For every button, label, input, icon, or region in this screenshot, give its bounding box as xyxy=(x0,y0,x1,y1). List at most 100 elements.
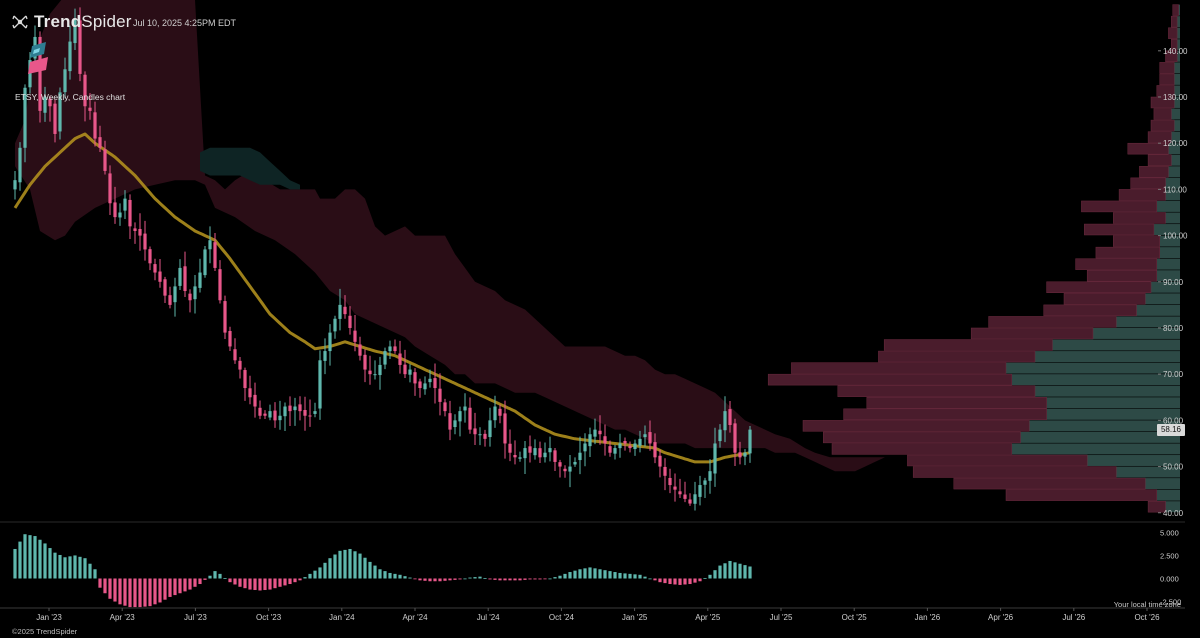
candle-body[interactable] xyxy=(663,466,667,476)
candle-body[interactable] xyxy=(393,346,397,352)
candle-body[interactable] xyxy=(13,180,17,190)
candle-body[interactable] xyxy=(553,450,557,462)
candle-body[interactable] xyxy=(313,411,317,414)
candle-body[interactable] xyxy=(183,266,187,292)
timezone-label[interactable]: Your local time zone xyxy=(1113,600,1181,609)
candle-body[interactable] xyxy=(388,346,392,352)
candle-body[interactable] xyxy=(123,198,127,211)
candle-body[interactable] xyxy=(218,269,222,301)
candle-body[interactable] xyxy=(193,286,197,300)
candle-body[interactable] xyxy=(323,351,327,361)
candle-body[interactable] xyxy=(18,147,22,183)
candle-body[interactable] xyxy=(573,461,577,465)
candle-body[interactable] xyxy=(533,448,537,456)
candle-body[interactable] xyxy=(653,442,657,458)
candle-body[interactable] xyxy=(143,233,147,250)
candle-body[interactable] xyxy=(643,434,647,438)
candle-body[interactable] xyxy=(508,443,512,453)
candle-body[interactable] xyxy=(298,404,302,412)
candle-body[interactable] xyxy=(593,429,597,437)
candle-body[interactable] xyxy=(223,301,227,333)
candle-body[interactable] xyxy=(473,428,477,435)
candle-body[interactable] xyxy=(598,430,602,435)
candle-body[interactable] xyxy=(233,349,237,361)
candle-body[interactable] xyxy=(78,20,82,74)
candle-body[interactable] xyxy=(88,107,92,111)
candle-body[interactable] xyxy=(128,199,132,227)
candle-body[interactable] xyxy=(538,448,542,458)
candle-body[interactable] xyxy=(268,411,272,418)
candle-body[interactable] xyxy=(618,443,622,449)
candle-body[interactable] xyxy=(408,369,412,375)
candle-body[interactable] xyxy=(353,330,357,342)
candle-body[interactable] xyxy=(153,264,157,273)
candle-body[interactable] xyxy=(733,423,737,453)
candlestick-series[interactable] xyxy=(13,7,752,511)
candle-body[interactable] xyxy=(278,415,282,421)
candle-body[interactable] xyxy=(748,429,752,454)
candle-body[interactable] xyxy=(428,378,432,383)
candle-body[interactable] xyxy=(328,332,332,352)
candle-body[interactable] xyxy=(698,485,702,497)
candle-body[interactable] xyxy=(448,413,452,430)
candle-body[interactable] xyxy=(418,381,422,389)
candle-body[interactable] xyxy=(403,364,407,375)
candle-body[interactable] xyxy=(693,494,697,504)
candle-body[interactable] xyxy=(173,286,177,303)
candle-body[interactable] xyxy=(513,455,517,458)
candle-body[interactable] xyxy=(578,452,582,461)
candle-body[interactable] xyxy=(703,480,707,485)
candle-body[interactable] xyxy=(53,103,57,134)
candle-body[interactable] xyxy=(378,364,382,376)
price-axis[interactable]: 40.00 50.00 60.00 70.00 80.00 90.00 100.00 110.… xyxy=(1158,47,1188,518)
candle-body[interactable] xyxy=(108,173,112,204)
candle-body[interactable] xyxy=(683,494,687,499)
candle-body[interactable] xyxy=(73,18,77,44)
candle-body[interactable] xyxy=(523,448,527,459)
candle-body[interactable] xyxy=(453,420,457,428)
candle-body[interactable] xyxy=(103,149,107,171)
time-axis[interactable]: Jan '23 Apr '23 Jul '23 Oct '23 Jan '24 Apr '… xyxy=(36,608,1160,622)
candle-body[interactable] xyxy=(203,249,207,276)
candle-body[interactable] xyxy=(58,92,62,132)
candle-body[interactable] xyxy=(258,407,262,416)
candle-body[interactable] xyxy=(503,413,507,444)
candle-body[interactable] xyxy=(83,74,87,107)
candle-body[interactable] xyxy=(728,409,732,425)
candle-body[interactable] xyxy=(673,486,677,490)
candle-body[interactable] xyxy=(668,477,672,486)
candle-body[interactable] xyxy=(368,370,372,375)
candle-body[interactable] xyxy=(23,87,27,148)
candle-body[interactable] xyxy=(738,452,742,458)
candle-body[interactable] xyxy=(253,394,257,407)
candle-body[interactable] xyxy=(113,202,117,218)
candle-body[interactable] xyxy=(163,279,167,296)
candle-body[interactable] xyxy=(478,434,482,436)
candle-body[interactable] xyxy=(608,446,612,453)
candle-body[interactable] xyxy=(93,112,97,139)
candle-body[interactable] xyxy=(118,212,122,218)
candle-body[interactable] xyxy=(493,406,497,421)
candle-body[interactable] xyxy=(333,318,337,332)
candle-body[interactable] xyxy=(713,443,717,474)
candle-body[interactable] xyxy=(28,60,32,88)
candle-body[interactable] xyxy=(178,267,182,286)
candle-body[interactable] xyxy=(423,383,427,390)
candle-body[interactable] xyxy=(358,344,362,356)
candle-body[interactable] xyxy=(308,415,312,417)
candle-body[interactable] xyxy=(443,402,447,412)
candle-body[interactable] xyxy=(228,330,232,347)
candle-body[interactable] xyxy=(623,441,627,444)
candle-body[interactable] xyxy=(613,448,617,454)
candle-body[interactable] xyxy=(63,69,67,93)
candle-body[interactable] xyxy=(293,406,297,411)
candle-body[interactable] xyxy=(303,410,307,416)
candle-body[interactable] xyxy=(688,499,692,504)
candle-body[interactable] xyxy=(148,249,152,264)
candle-body[interactable] xyxy=(363,354,367,370)
candle-body[interactable] xyxy=(198,272,202,288)
candle-body[interactable] xyxy=(488,420,492,438)
candle-body[interactable] xyxy=(343,306,347,315)
candle-body[interactable] xyxy=(718,429,722,442)
